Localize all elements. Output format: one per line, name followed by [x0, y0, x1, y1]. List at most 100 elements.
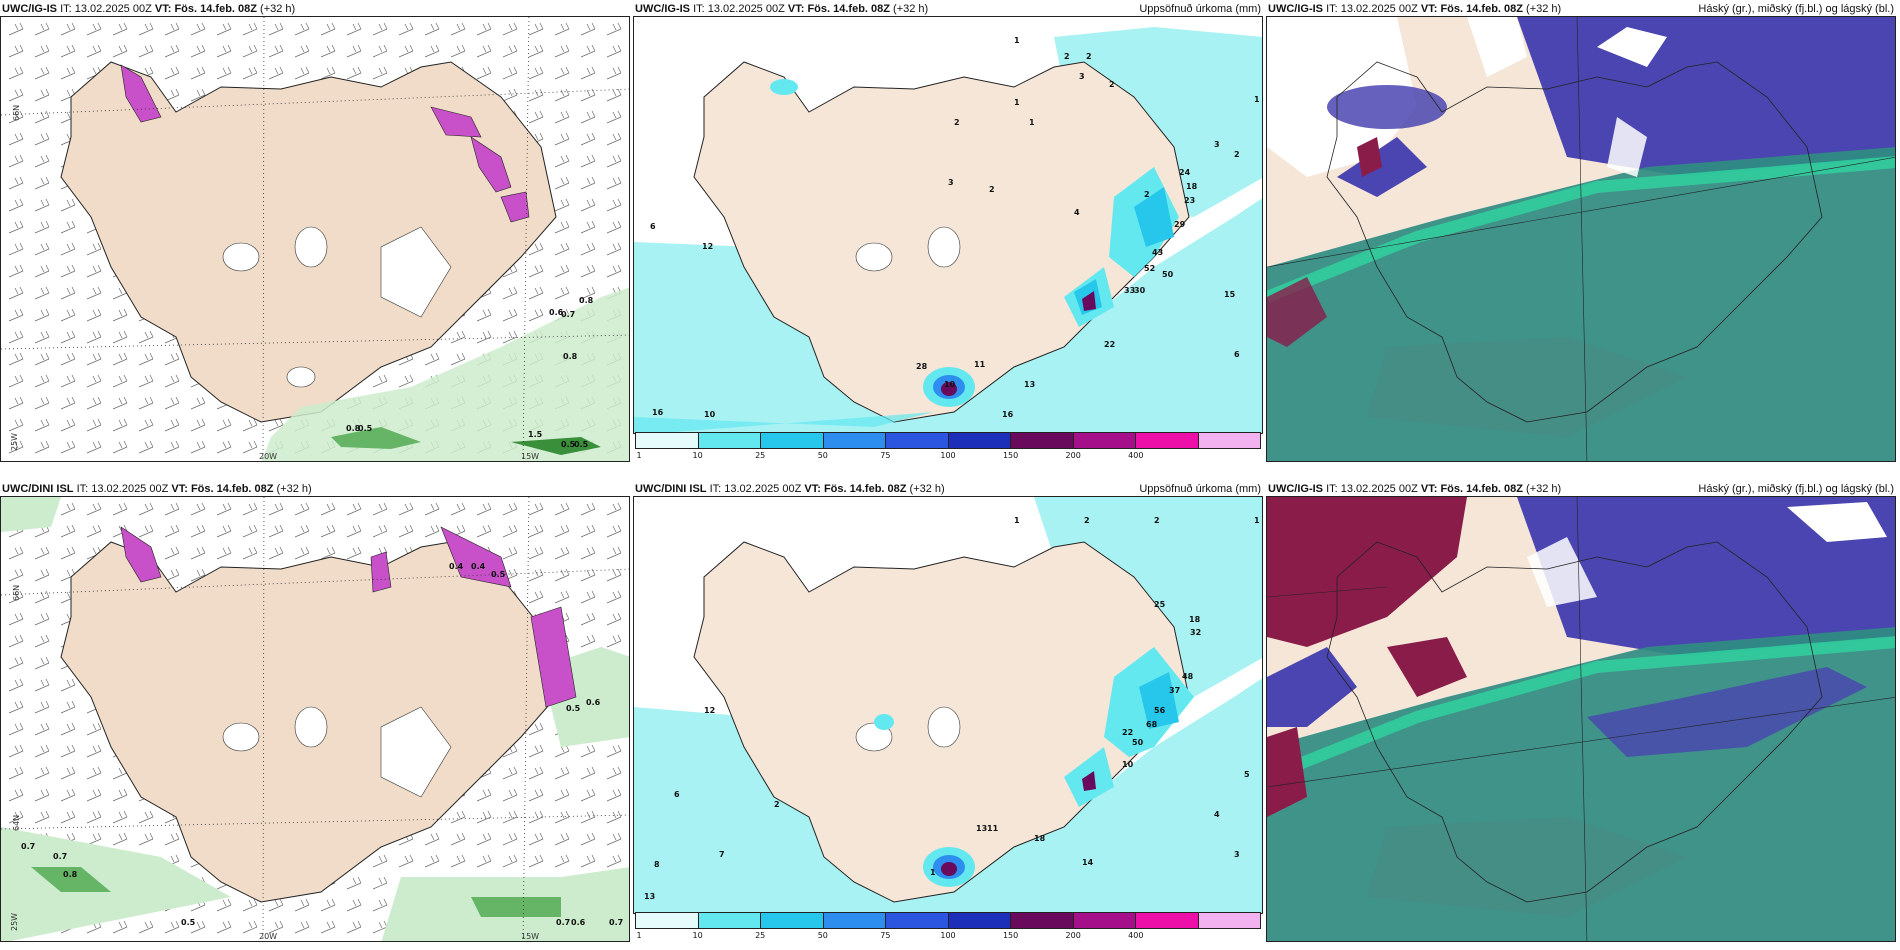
wind-barb: [580, 502, 596, 516]
wind-barb: [60, 22, 76, 36]
wind-barb: [606, 44, 622, 58]
wind-barb: [476, 22, 492, 36]
precip-value: 18: [1186, 182, 1198, 191]
wind-barb: [190, 524, 206, 538]
wind-barb: [320, 66, 336, 80]
panel-title: UWC/DINI ISL IT: 13.02.2025 00Z VT: Fös.…: [635, 483, 945, 495]
wind-barb: [34, 374, 50, 388]
legend-tick-label: 50: [817, 451, 828, 460]
precip-value: 48: [1182, 672, 1194, 681]
wind-barb: [606, 110, 622, 124]
wind-barb: [112, 788, 128, 802]
legend-swatch: [886, 913, 949, 928]
wind-barb: [60, 308, 76, 322]
panel-wind-ig-is: UWC/IG-IS IT: 13.02.2025 00Z VT: Fös. 14…: [0, 0, 632, 462]
map-frame[interactable]: 1 2 2 3 2 1 1 2 2 4 3 2 3 2 1 24 18 23 2…: [633, 16, 1263, 434]
wind-barb: [502, 44, 518, 58]
wind-barb: [372, 66, 388, 80]
legend-swatch: [948, 433, 1011, 448]
wind-barb: [8, 634, 24, 648]
wind-barb: [86, 440, 102, 454]
wind-barb: [606, 220, 622, 234]
wind-barb: [476, 66, 492, 80]
legend-swatch: [1198, 433, 1260, 448]
map-frame[interactable]: [1266, 16, 1896, 462]
wind-barb: [528, 524, 544, 538]
wind-barb: [372, 898, 388, 912]
legend-swatch: [761, 433, 824, 448]
wind-barb: [268, 546, 284, 560]
legend-tick-label: 400: [1128, 451, 1144, 460]
map-frame[interactable]: 66N 64N 20W 15W 25W 0.7 0.7 0.8 0.5 0.7 …: [0, 496, 630, 942]
map-frame[interactable]: 66N 20W 15W 25W 0.8 0.5 0.7 0.6 0.8 0.8 …: [0, 16, 630, 462]
wind-barb: [580, 220, 596, 234]
wind-barb: [112, 920, 128, 934]
wind-barb: [554, 44, 570, 58]
wind-value: 0.8: [63, 870, 78, 879]
wind-barb: [450, 330, 466, 344]
precip-value: 56: [1154, 706, 1166, 715]
legend-swatch: [1136, 913, 1199, 928]
panel-title: UWC/IG-IS IT: 13.02.2025 00Z VT: Fös. 14…: [1268, 483, 1562, 495]
map-frame[interactable]: 1 2 2 1 25 18 32 48 37 56 68 50 22 10 18…: [633, 496, 1263, 914]
precip-value: 33: [1124, 286, 1135, 295]
wind-barb: [8, 396, 24, 410]
wind-barb: [190, 568, 206, 582]
wind-barb: [86, 22, 102, 36]
wind-barb: [528, 110, 544, 124]
lat-label-64n: 64N: [12, 815, 21, 831]
panel-precip-dini: UWC/DINI ISL IT: 13.02.2025 00Z VT: Fös.…: [633, 480, 1265, 940]
wind-barb: [60, 744, 76, 758]
wind-barb: [502, 286, 518, 300]
precip-value: 37: [1169, 686, 1180, 695]
wind-barb: [580, 44, 596, 58]
precip-value: 24: [1179, 168, 1191, 177]
wind-barb: [606, 546, 622, 560]
wind-barb: [528, 788, 544, 802]
wind-barb: [606, 88, 622, 102]
wind-barb: [424, 22, 440, 36]
wind-barb: [372, 44, 388, 58]
wind-barb: [8, 568, 24, 582]
wind-barb: [476, 810, 492, 824]
map-frame[interactable]: [1266, 496, 1896, 942]
precip-value: 28: [916, 362, 928, 371]
wind-value: 0.6: [571, 918, 586, 927]
wind-barb: [34, 418, 50, 432]
wind-barb: [450, 832, 466, 846]
precip-value: 13: [644, 892, 655, 901]
precip-value: 2: [954, 118, 960, 127]
wind-barb: [8, 744, 24, 758]
wind-barb: [450, 502, 466, 516]
wind-barb: [554, 110, 570, 124]
wind-barb: [34, 88, 50, 102]
wind-barb: [424, 524, 440, 538]
wind-barb: [34, 612, 50, 626]
wind-barb: [112, 418, 128, 432]
wind-barb: [606, 66, 622, 80]
wind-barb: [528, 546, 544, 560]
wind-barb: [580, 546, 596, 560]
wind-barb: [554, 524, 570, 538]
wind-barb: [86, 722, 102, 736]
wind-barb: [502, 810, 518, 824]
wind-value: 0.7: [561, 310, 575, 319]
legend-tick-label: 400: [1128, 931, 1144, 940]
wind-barb: [138, 832, 154, 846]
wind-barb: [606, 22, 622, 36]
wind-barb: [554, 286, 570, 300]
wind-barb: [580, 524, 596, 538]
wind-barb: [60, 524, 76, 538]
wind-barb: [450, 352, 466, 366]
wind-barb: [346, 546, 362, 560]
wind-barb: [216, 546, 232, 560]
legend-tick-label: 150: [1002, 931, 1019, 940]
wind-barb: [424, 832, 440, 846]
wind-barb: [190, 396, 206, 410]
wind-barb: [372, 374, 388, 388]
wind-barb: [320, 44, 336, 58]
wind-barb: [34, 22, 50, 36]
wind-barb: [190, 44, 206, 58]
wind-barb: [476, 308, 492, 322]
wind-barb: [34, 330, 50, 344]
